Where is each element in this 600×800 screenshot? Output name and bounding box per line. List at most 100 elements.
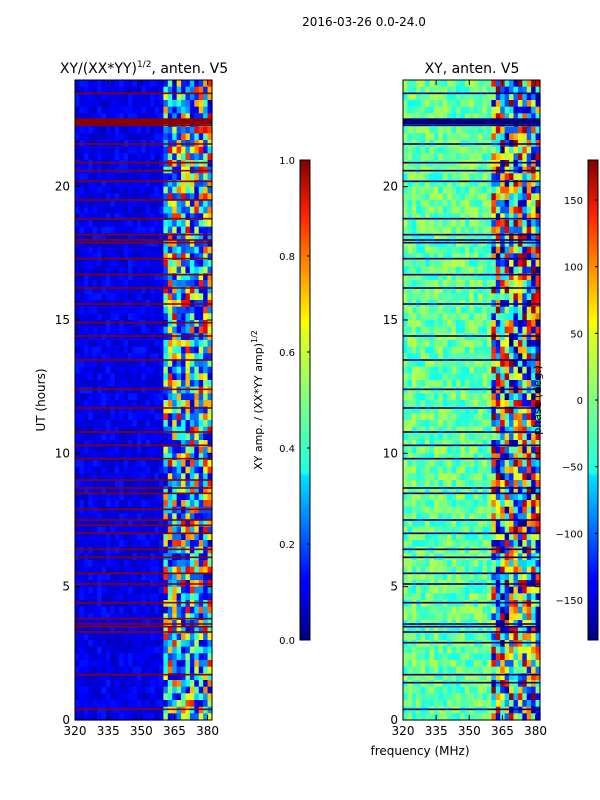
heatmap-cell — [101, 346, 107, 354]
heatmap-cell — [132, 406, 138, 414]
heatmap-cell — [203, 660, 209, 668]
heatmap-cell — [181, 673, 187, 681]
heatmap-cell — [185, 713, 191, 721]
heatmap-cell — [442, 186, 448, 194]
heatmap-cell — [513, 366, 519, 374]
heatmap-cell — [442, 200, 448, 208]
heatmap-cell — [203, 106, 209, 114]
heatmap-cell — [495, 100, 501, 108]
heatmap-cell — [198, 133, 204, 141]
heatmap-cell — [407, 346, 413, 354]
heatmap-cell — [513, 340, 519, 348]
heatmap-cell — [207, 540, 213, 548]
heatmap-cell — [75, 653, 81, 661]
heatmap-cell — [114, 686, 120, 694]
heatmap-cell — [433, 113, 439, 121]
heatmap-cell — [473, 133, 479, 141]
heatmap-cell — [79, 266, 85, 274]
heatmap-cell — [150, 160, 156, 168]
heatmap-cell — [79, 260, 85, 268]
heatmap-cell — [451, 486, 457, 494]
heatmap-cell — [163, 513, 169, 521]
heatmap-cell — [403, 413, 409, 421]
heatmap-cell — [141, 393, 147, 401]
heatmap-cell — [181, 433, 187, 441]
heatmap-cell — [451, 173, 457, 181]
heatmap-cell — [207, 260, 213, 268]
heatmap-cell — [513, 93, 519, 101]
heatmap-cell — [456, 480, 462, 488]
heatmap-cell — [447, 333, 453, 341]
heatmap-cell — [464, 466, 470, 474]
heatmap-cell — [119, 693, 125, 701]
heatmap-cell — [535, 486, 541, 494]
heatmap-cell — [469, 326, 475, 334]
heatmap-cell — [486, 200, 492, 208]
heatmap-cell — [154, 346, 160, 354]
heatmap-cell — [442, 373, 448, 381]
heatmap-cell — [495, 313, 501, 321]
heatmap-cell — [504, 266, 510, 274]
heatmap-cell — [535, 180, 541, 188]
heatmap-cell — [88, 606, 94, 614]
heatmap-cell — [75, 473, 81, 481]
heatmap-cell — [158, 206, 164, 214]
heatmap-cell — [172, 106, 178, 114]
heatmap-cell — [198, 206, 204, 214]
heatmap-cell — [438, 286, 444, 294]
heatmap-cell — [101, 613, 107, 621]
heatmap-cell — [92, 280, 98, 288]
heatmap-cell — [198, 573, 204, 581]
heatmap-cell — [433, 446, 439, 454]
heatmap-cell — [150, 206, 156, 214]
heatmap-cell — [101, 606, 107, 614]
heatmap-cell — [189, 213, 195, 221]
heatmap-cell — [167, 700, 173, 708]
heatmap-cell — [460, 173, 466, 181]
heatmap-cell — [136, 586, 142, 594]
heatmap-cell — [447, 306, 453, 314]
heatmap-cell — [97, 573, 103, 581]
heatmap-cell — [416, 346, 422, 354]
heatmap-cell — [83, 460, 89, 468]
heatmap-cell — [92, 413, 98, 421]
heatmap-cell — [110, 393, 116, 401]
heatmap-cell — [416, 133, 422, 141]
heatmap-cell — [83, 193, 89, 201]
heatmap-cell — [88, 546, 94, 554]
heatmap-cell — [79, 433, 85, 441]
heatmap-cell — [97, 706, 103, 714]
heatmap-cell — [482, 280, 488, 288]
heatmap-cell — [460, 366, 466, 374]
heatmap-cell — [495, 486, 501, 494]
heatmap-cell — [486, 153, 492, 161]
heatmap-cell — [119, 646, 125, 654]
heatmap-cell — [535, 206, 541, 214]
heatmap-cell — [198, 546, 204, 554]
heatmap-cell — [420, 113, 426, 121]
heatmap-cell — [79, 80, 85, 88]
heatmap-cell — [207, 286, 213, 294]
heatmap-cell — [92, 600, 98, 608]
heatmap-cell — [500, 320, 506, 328]
heatmap-cell — [478, 113, 484, 121]
heatmap-cell — [526, 260, 532, 268]
heatmap-cell — [535, 186, 541, 194]
heatmap-cell — [123, 86, 129, 94]
heatmap-cell — [447, 273, 453, 281]
heatmap-cell — [181, 513, 187, 521]
heatmap-cell — [97, 240, 103, 248]
heatmap-cell — [181, 126, 187, 134]
heatmap-cell — [486, 160, 492, 168]
heatmap-cell — [522, 420, 528, 428]
heatmap-cell — [473, 333, 479, 341]
heatmap-cell — [145, 566, 151, 574]
heatmap-cell — [416, 200, 422, 208]
heatmap-cell — [136, 133, 142, 141]
heatmap-cell — [83, 240, 89, 248]
heatmap-cell — [132, 713, 138, 721]
heatmap-cell — [451, 113, 457, 121]
flagged-row-line — [75, 487, 212, 489]
heatmap-cell — [110, 293, 116, 301]
heatmap-cell — [203, 413, 209, 421]
